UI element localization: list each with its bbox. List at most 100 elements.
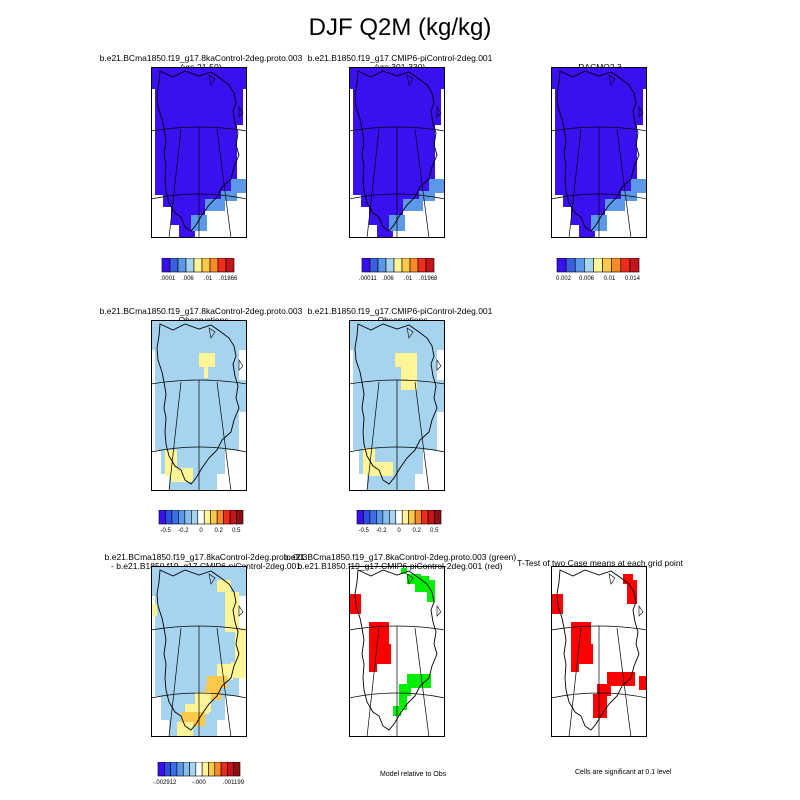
- colorbar-box: [176, 762, 184, 777]
- colorbar-box: [629, 258, 640, 273]
- colorbar-box: [220, 762, 228, 777]
- map-panel: [551, 67, 647, 238]
- colorbar-box: [434, 510, 442, 525]
- field-cell-significant: [623, 574, 633, 584]
- field-cell-green: [419, 576, 429, 586]
- longitude-line: [366, 128, 380, 238]
- colorbar-tick-label: .006: [182, 276, 194, 282]
- colorbar: -0.5 -0.2 0 0.2 0.5: [356, 510, 442, 534]
- island-outline: [208, 74, 244, 118]
- field-cell-east: [235, 85, 243, 97]
- colorbar-box: [157, 762, 165, 777]
- field-cell-positive: [151, 604, 157, 616]
- colorbar-box: [170, 762, 178, 777]
- colorbar-box: [233, 762, 241, 777]
- field-cell-interior: [353, 85, 435, 195]
- colorbar-tick-label: 0.5: [430, 528, 439, 534]
- colorbar-box: [164, 762, 171, 777]
- colorbar-box: [584, 258, 594, 273]
- field-cell-southeast: [429, 179, 445, 193]
- field-cell-north: [551, 67, 647, 89]
- island-outline: [406, 573, 442, 617]
- greenland-coastline: [354, 70, 438, 232]
- colorbar-tick-label: 0: [199, 528, 203, 534]
- panel-title-line: b.e21.BCma1850.f19_g17.8kaControl-2deg.p…: [104, 552, 308, 562]
- map-frame: [349, 67, 445, 238]
- colorbar-tick-label: -.000: [192, 780, 206, 786]
- panel-title-line: - Observations: [173, 314, 229, 325]
- field-cell-significant: [577, 644, 593, 664]
- colorbar-box: [356, 510, 364, 525]
- greenland-coastline: [354, 323, 438, 485]
- map-gridlines: [151, 625, 247, 737]
- field-cell-east: [237, 97, 243, 125]
- colorbar-box: [191, 510, 199, 525]
- map-panel: [151, 67, 247, 238]
- map-frame: [151, 566, 247, 737]
- field-cell-positive: [225, 592, 239, 632]
- map-panel: [349, 566, 445, 737]
- greenland-coastline: [556, 569, 640, 731]
- colorbar-box: [620, 258, 631, 273]
- colorbar-box: [401, 510, 409, 525]
- colorbar-tick-label: .01: [404, 276, 413, 282]
- map-gridlines: [551, 625, 647, 737]
- map-panel: [151, 566, 247, 737]
- colorbar-tick-label: 0.014: [625, 276, 641, 282]
- colorbar-tick-label: .001199: [223, 780, 245, 786]
- field-cell-positive: [204, 366, 208, 378]
- colorbar-box: [421, 510, 429, 525]
- colorbar-box: [361, 258, 371, 273]
- field-cell-interior: [155, 85, 237, 195]
- colorbar-box: [408, 510, 416, 525]
- panel-title: b.e21.B1850.f19_g17.CMIP6-piControl-2deg…: [250, 54, 550, 71]
- colorbar-box: [217, 258, 227, 273]
- map-gridlines: [151, 126, 247, 238]
- colorbar-tick-label: 0.006: [579, 276, 595, 282]
- field-cell-southeast: [403, 199, 423, 211]
- colorbar-tick-label: -.002912: [153, 780, 177, 786]
- colorbar-box: [236, 510, 244, 525]
- panel-title: b.e21.BCma1850.f19_g17.8kaControl-2deg.p…: [250, 553, 550, 570]
- colorbar-tick-label: 0.2: [214, 528, 223, 534]
- field-cell-north: [151, 566, 247, 596]
- map-frame: [551, 566, 647, 737]
- field-cell-positive: [231, 662, 247, 678]
- field-cells: [551, 574, 647, 718]
- colorbar-box: [574, 258, 585, 273]
- map-gridlines: [349, 126, 445, 238]
- panel-title: b.e21.B1850.f19_g17.CMIP6-piControl-2deg…: [250, 307, 550, 324]
- field-cell-positive: [185, 704, 209, 714]
- map-frame: [349, 320, 445, 491]
- colorbar-box: [389, 510, 397, 525]
- colorbar-tick-label: -0.5: [359, 528, 370, 534]
- colorbar-box: [189, 762, 197, 777]
- colorbar-box: [201, 258, 211, 273]
- field-cell-east: [435, 97, 441, 125]
- colorbar-tick-label: .01: [204, 276, 213, 282]
- field-cell-interior: [555, 85, 637, 195]
- field-cells: [349, 320, 445, 491]
- field-cell-green: [407, 674, 431, 688]
- greenland-coastline: [354, 569, 438, 731]
- colorbar: -0.5 -0.2 0 0.2 0.5: [158, 510, 244, 534]
- panel-title-line: (yrs 301-330): [374, 61, 426, 72]
- longitude-line: [366, 381, 380, 491]
- longitude-line: [168, 128, 182, 238]
- colorbar-box: [208, 762, 216, 777]
- panel-title-line: b.e21.BCma1850.f19_g17.8kaControl-2deg.p…: [99, 53, 303, 63]
- longitude-line: [568, 627, 582, 737]
- colorbar-box: [369, 510, 377, 525]
- field-cell-north: [349, 67, 445, 89]
- field-cell-green: [407, 574, 421, 584]
- map-frame: [349, 566, 445, 737]
- colorbar-tick-label: -0.2: [178, 528, 189, 534]
- colorbar-box: [171, 510, 179, 525]
- field-cell-positive: [177, 722, 193, 737]
- field-cell-green: [401, 568, 407, 574]
- field-cell-interior: [155, 346, 239, 450]
- field-cell-positive: [395, 353, 417, 367]
- panel-title: b.e21.BCma1850.f19_g17.8kaControl-2deg.p…: [56, 553, 356, 570]
- map-frame: [151, 67, 247, 238]
- longitude-line: [616, 128, 632, 238]
